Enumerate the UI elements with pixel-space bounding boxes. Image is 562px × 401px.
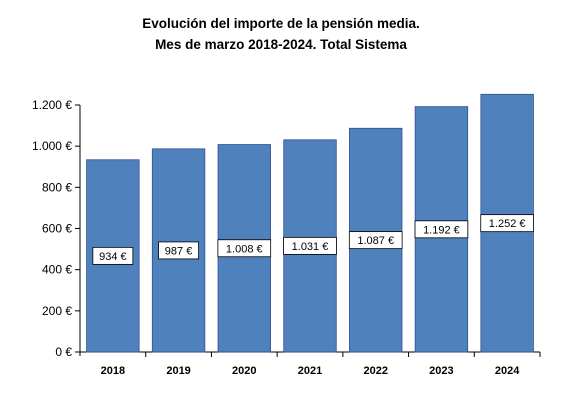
data-label: 1.008 € [226,243,263,255]
data-label: 934 € [99,251,127,263]
data-label-box [283,236,337,255]
data-label-box [92,246,134,265]
data-label: 1.252 € [489,218,526,230]
y-tick-label: 400 € [42,263,72,277]
x-tick-label: 2023 [429,365,453,377]
x-tick-label: 2019 [166,365,190,377]
x-tick-label: 2020 [232,365,256,377]
data-label-box [158,241,199,260]
x-tick-label: 2018 [101,365,125,377]
chart-subtitle: Mes de marzo 2018-2024. Total Sistema [155,37,407,52]
data-label-box [480,214,534,233]
x-tick-label: 2021 [298,365,322,377]
data-label-box [217,239,272,258]
data-label-box [348,231,403,250]
x-tick-label: 2024 [495,365,520,377]
y-tick-label: 0 € [55,345,72,359]
data-label: 1.087 € [357,235,394,247]
y-tick-label: 1.200 € [32,98,72,112]
data-label: 1.192 € [423,224,460,236]
y-tick-label: 800 € [42,180,72,194]
data-label-box [414,220,469,239]
data-label: 987 € [165,245,193,257]
chart-title: Evolución del importe de la pensión medi… [142,16,420,31]
y-tick-label: 200 € [42,304,72,318]
y-tick-label: 600 € [42,222,72,236]
y-tick-label: 1.000 € [32,139,72,153]
data-label: 1.031 € [292,241,329,253]
x-tick-label: 2022 [363,365,387,377]
